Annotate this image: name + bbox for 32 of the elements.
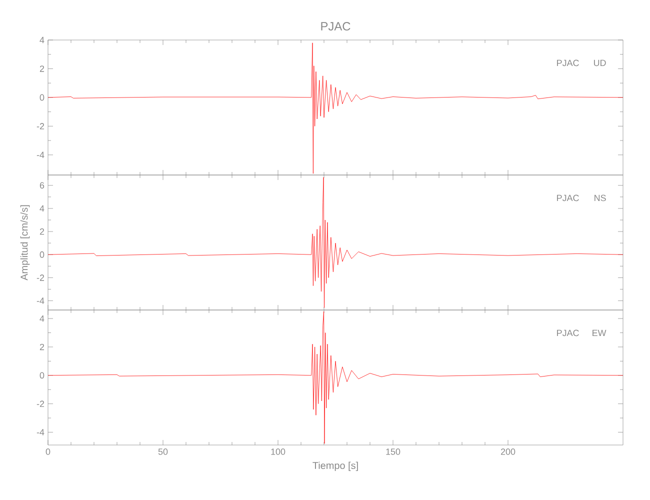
y-tick-label: 2 bbox=[40, 66, 44, 72]
y-tick-label: 0 bbox=[40, 94, 44, 101]
y-tick-label: 0 bbox=[40, 372, 44, 379]
x-tick-label: 100 bbox=[271, 448, 286, 455]
annotation: PJAC bbox=[557, 330, 579, 336]
x-tick-label: 0 bbox=[46, 448, 50, 455]
x-tick-label: 150 bbox=[386, 448, 400, 455]
annotation: PJAC bbox=[557, 194, 579, 202]
chart-title: PJAC bbox=[321, 22, 350, 30]
annotation: PJAC bbox=[557, 60, 579, 66]
y-tick-label: -2 bbox=[36, 123, 44, 130]
y-tick-label: 6 bbox=[40, 182, 44, 189]
annotation: NS bbox=[594, 194, 606, 202]
annotation: EW bbox=[592, 330, 606, 336]
y-tick-label: -4 bbox=[36, 298, 44, 304]
line-series bbox=[48, 177, 624, 308]
y-tick-label: 4 bbox=[40, 36, 44, 44]
y-tick-label: -4 bbox=[36, 152, 44, 158]
y-tick-label: 4 bbox=[40, 205, 44, 212]
y-tick-label: -2 bbox=[36, 274, 44, 281]
y-tick-label: 4 bbox=[40, 315, 44, 322]
line-series bbox=[48, 42, 624, 174]
y-tick-label: 2 bbox=[40, 228, 44, 235]
annotation: UD bbox=[594, 60, 606, 66]
y-axis-title: Amplitud [cm/s/s] bbox=[20, 205, 30, 280]
y-tick-label: 2 bbox=[40, 344, 44, 350]
y-tick-label: -4 bbox=[36, 429, 44, 436]
x-tick-label: 200 bbox=[500, 448, 516, 455]
y-tick-label: 0 bbox=[40, 251, 44, 258]
x-axis-title: Tiempo [s] bbox=[312, 462, 358, 471]
x-tick-label: 50 bbox=[158, 448, 168, 455]
y-tick-label: -2 bbox=[36, 400, 44, 407]
